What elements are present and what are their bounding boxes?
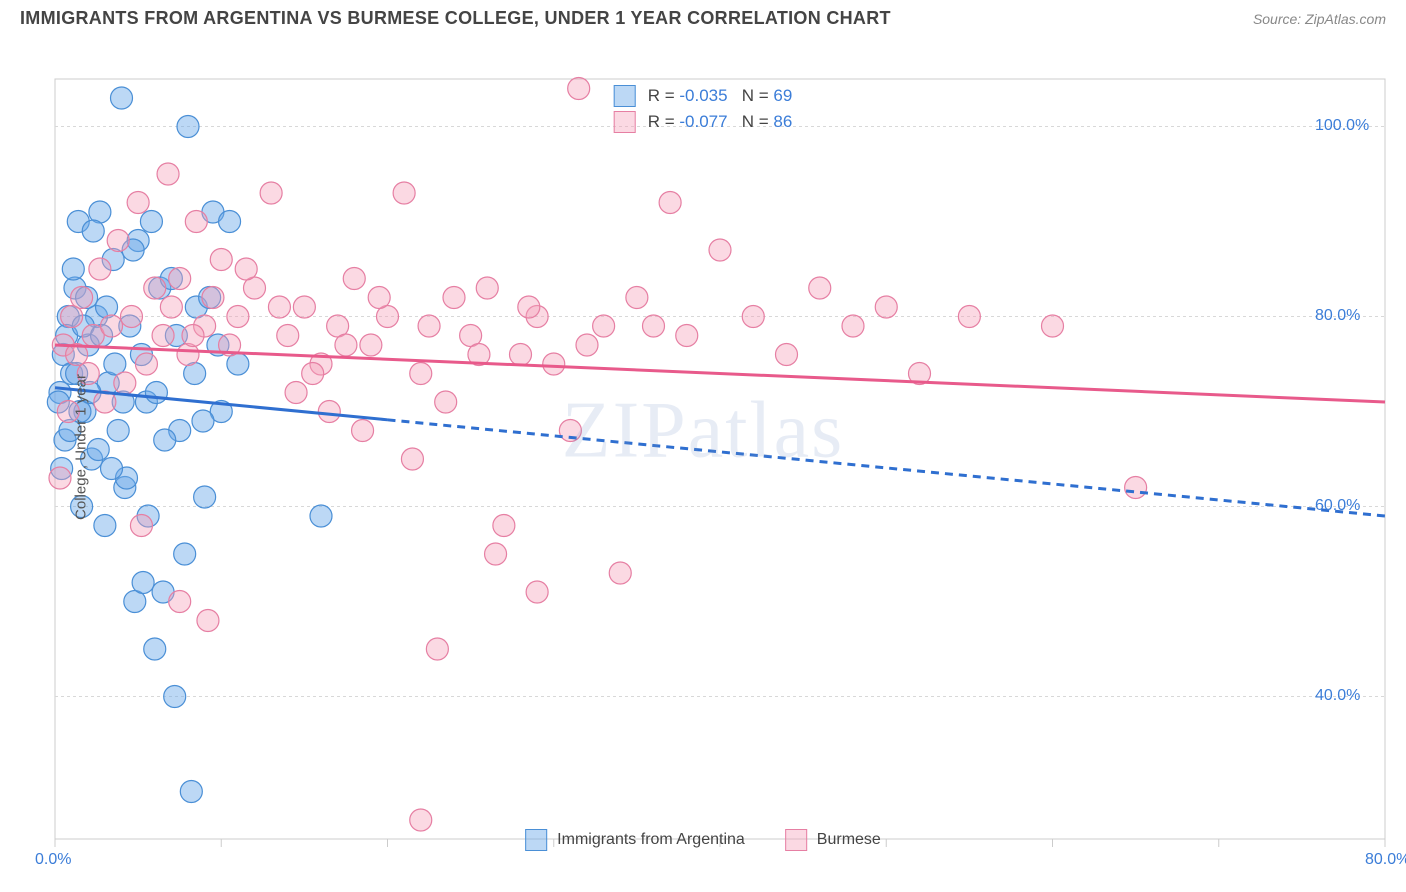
bottom-legend: Immigrants from Argentina Burmese (525, 829, 881, 851)
legend-item: Burmese (785, 829, 881, 851)
x-tick-label: 80.0% (1365, 851, 1406, 869)
legend-swatch (525, 829, 547, 851)
chart-title: IMMIGRANTS FROM ARGENTINA VS BURMESE COL… (20, 8, 891, 29)
legend-label: Immigrants from Argentina (557, 831, 745, 849)
stats-legend-box: R = -0.035 N = 69 R = -0.077 N = 86 (614, 85, 793, 137)
scatter-chart (0, 37, 1406, 857)
x-tick-label: 0.0% (35, 851, 71, 869)
stats-row: R = -0.077 N = 86 (614, 111, 793, 133)
stats-text: R = -0.077 N = 86 (648, 112, 793, 132)
y-tick-label: 80.0% (1315, 307, 1360, 325)
source-attribution: Source: ZipAtlas.com (1253, 11, 1386, 27)
legend-swatch (614, 111, 636, 133)
legend-label: Burmese (817, 831, 881, 849)
legend-item: Immigrants from Argentina (525, 829, 745, 851)
chart-container: College, Under 1 year ZIPatlas R = -0.03… (0, 37, 1406, 857)
legend-swatch (614, 85, 636, 107)
stats-text: R = -0.035 N = 69 (648, 86, 793, 106)
y-tick-label: 60.0% (1315, 497, 1360, 515)
stats-row: R = -0.035 N = 69 (614, 85, 793, 107)
y-axis-label: College, Under 1 year (72, 374, 89, 520)
chart-header: IMMIGRANTS FROM ARGENTINA VS BURMESE COL… (0, 0, 1406, 37)
y-tick-label: 40.0% (1315, 687, 1360, 705)
y-tick-label: 100.0% (1315, 117, 1369, 135)
legend-swatch (785, 829, 807, 851)
